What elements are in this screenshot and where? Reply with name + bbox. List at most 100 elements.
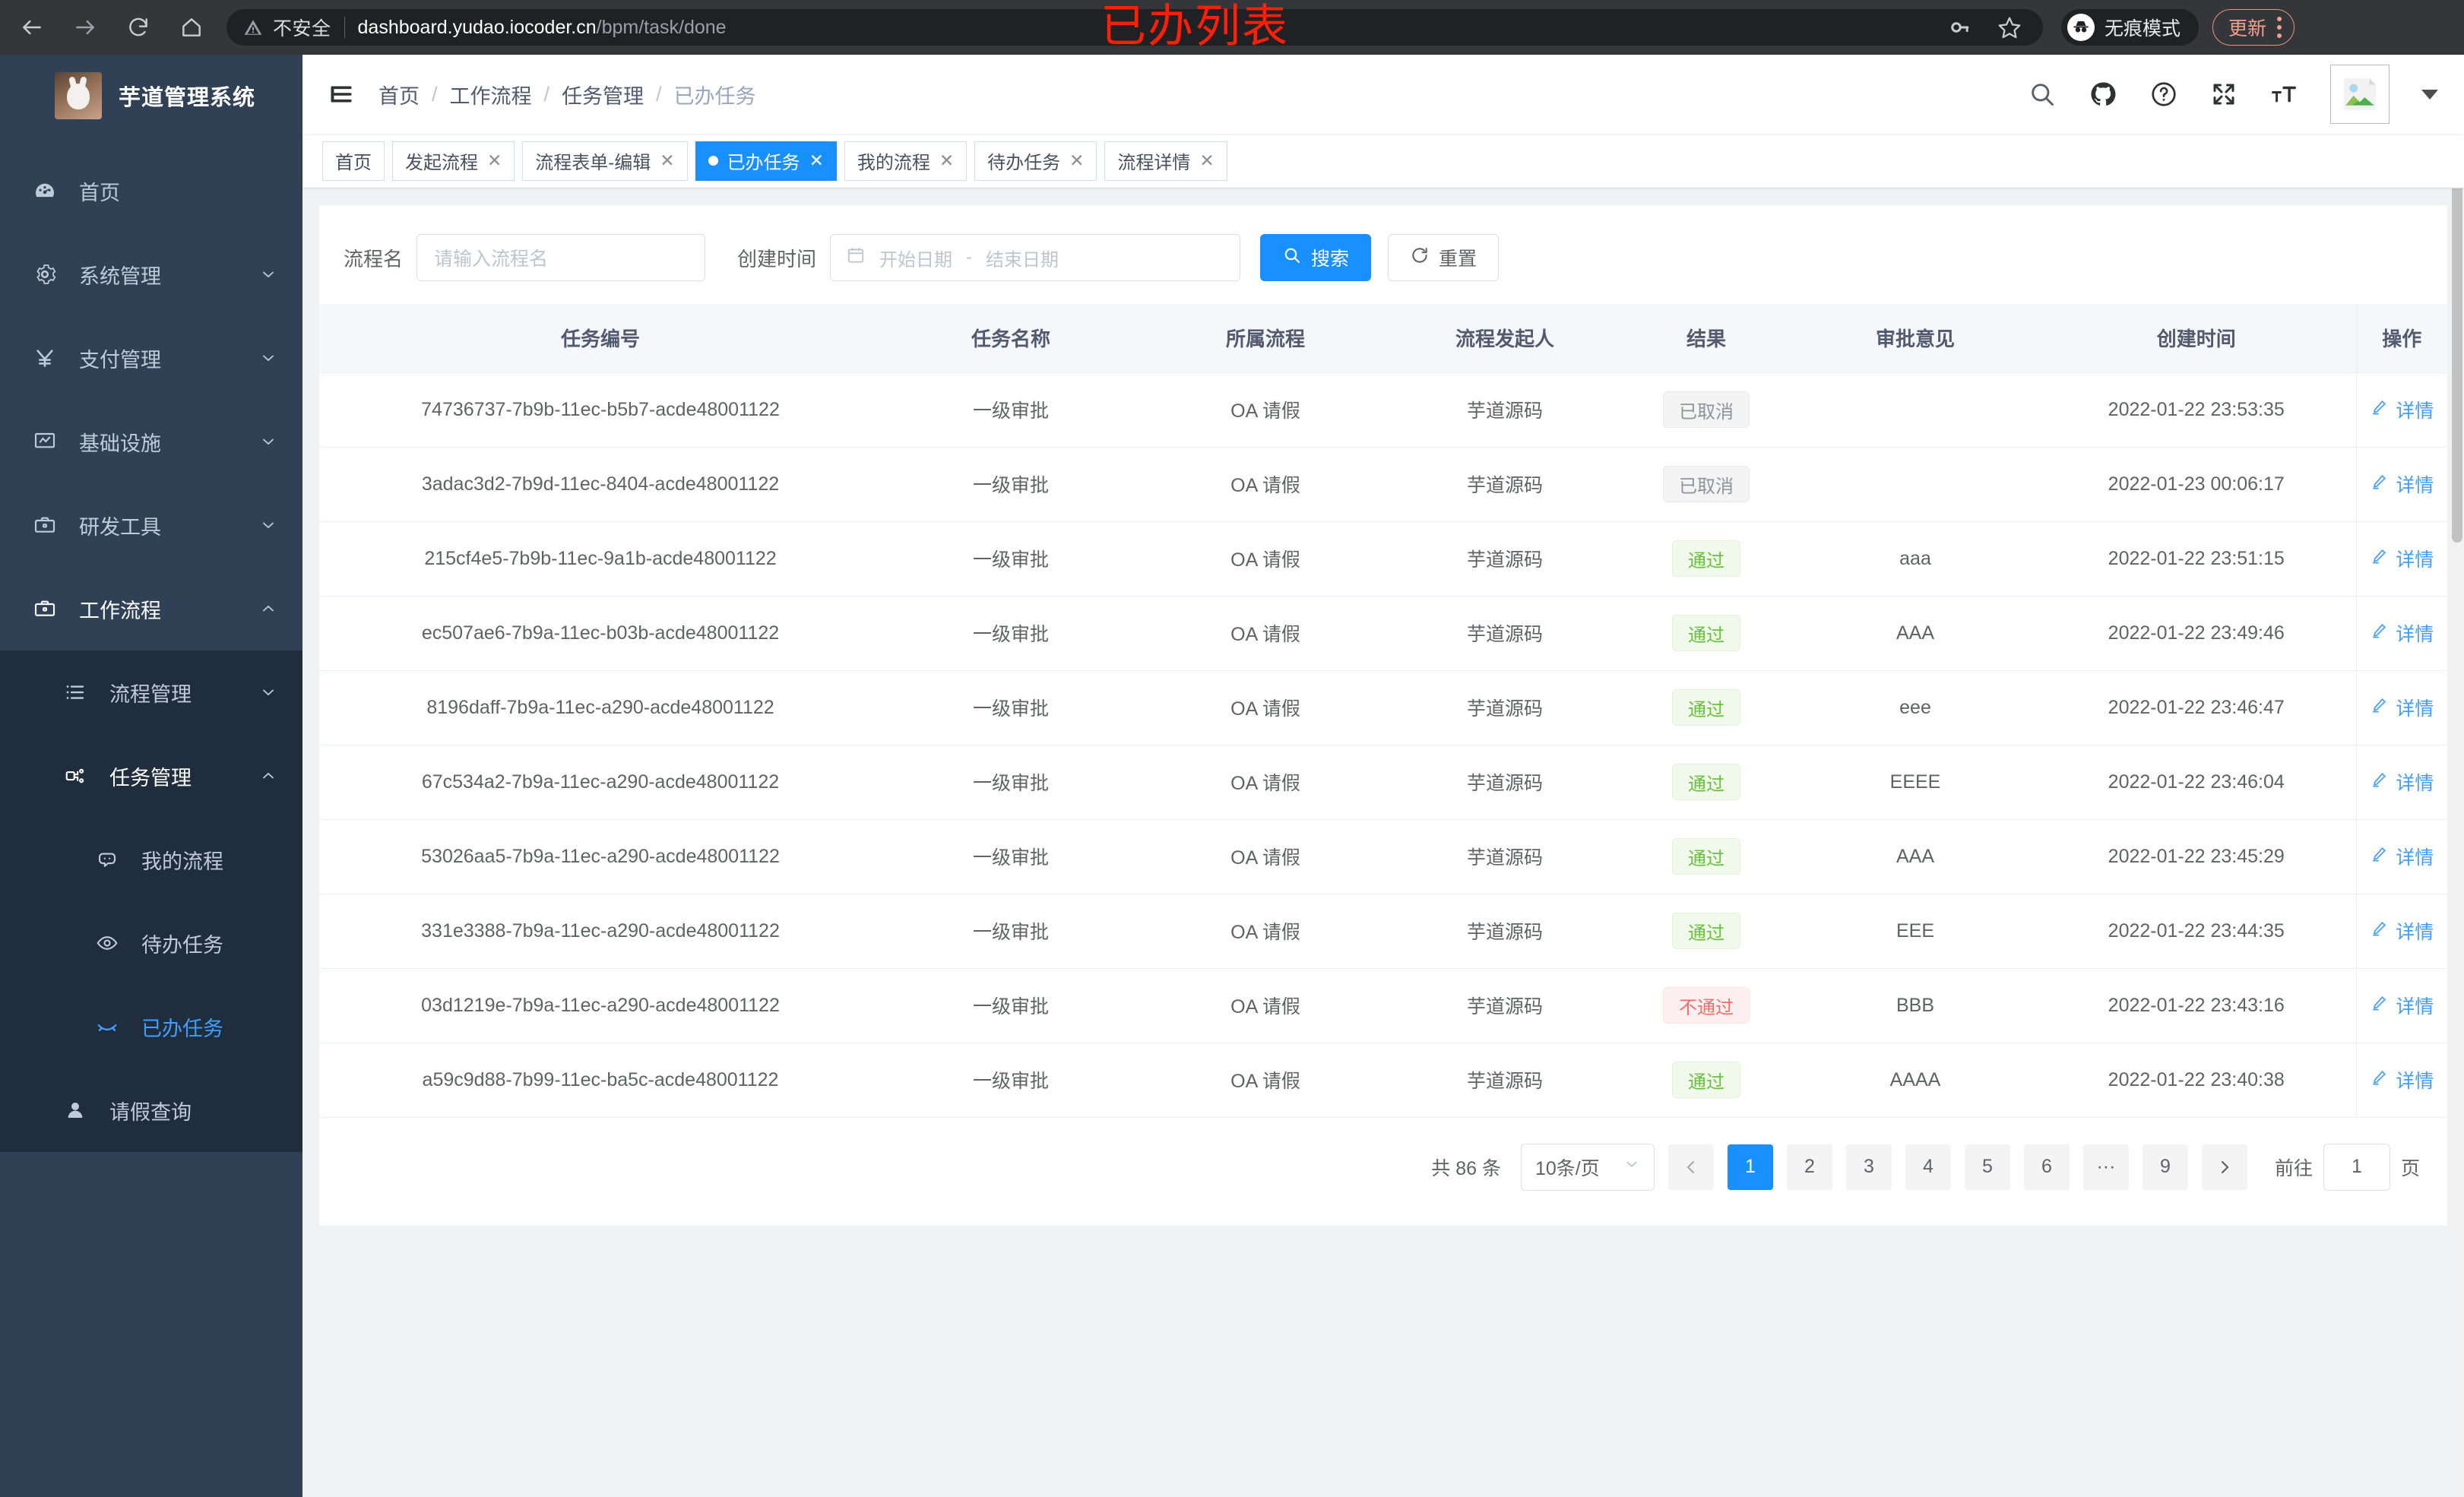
total-count-label: 共 86 条 <box>1431 1157 1501 1179</box>
close-icon[interactable]: ✕ <box>939 150 955 170</box>
key-icon[interactable] <box>1949 16 1972 39</box>
sidebar-item-workflow[interactable]: 工作流程 <box>0 567 302 650</box>
hamburger-icon[interactable] <box>324 77 359 112</box>
github-icon[interactable] <box>2089 80 2117 109</box>
cell-opinion: AAA <box>1794 596 2037 671</box>
breadcrumb-item-home[interactable]: 首页 <box>378 84 420 108</box>
cell-result: 通过 <box>1619 596 1794 671</box>
star-icon[interactable] <box>1997 15 2022 40</box>
kebab-menu-icon[interactable] <box>2277 17 2282 38</box>
tab-process-form-edit[interactable]: 流程表单-编辑 ✕ <box>522 141 688 181</box>
page-button[interactable]: 5 <box>1964 1144 2010 1190</box>
close-icon[interactable]: ✕ <box>487 150 502 170</box>
sidebar-item-infrastructure[interactable]: 基础设施 <box>0 400 302 483</box>
font-size-icon[interactable] <box>2269 80 2298 109</box>
detail-button[interactable]: 详情 <box>2370 694 2434 721</box>
search-icon[interactable] <box>2028 80 2057 109</box>
sidebar-item-label: 请假查询 <box>109 1100 192 1124</box>
search-button[interactable]: 搜索 <box>1260 234 1372 281</box>
tab-start-process[interactable]: 发起流程 ✕ <box>392 141 515 181</box>
sidebar-item-done-task[interactable]: 已办任务 <box>0 985 302 1068</box>
briefcase-icon <box>30 597 59 621</box>
detail-button[interactable]: 详情 <box>2370 768 2434 796</box>
help-circle-icon[interactable] <box>2149 80 2178 109</box>
detail-button[interactable]: 详情 <box>2370 619 2434 647</box>
sidebar-item-todo-task[interactable]: 待办任务 <box>0 901 302 985</box>
detail-button[interactable]: 详情 <box>2370 396 2434 423</box>
sidebar-item-my-process[interactable]: 我的流程 <box>0 818 302 901</box>
address-bar[interactable]: 不安全 dashboard.yudao.iocoder.cn/bpm/task/… <box>226 9 2043 46</box>
breadcrumb-item-task-management[interactable]: 任务管理 <box>562 84 645 108</box>
update-button[interactable]: 更新 <box>2212 9 2295 46</box>
prev-page-button[interactable] <box>1667 1144 1714 1190</box>
cell-created: 2022-01-22 23:45:29 <box>2037 819 2356 894</box>
avatar[interactable] <box>2330 65 2390 124</box>
detail-button[interactable]: 详情 <box>2370 992 2434 1019</box>
close-icon[interactable]: ✕ <box>660 150 675 170</box>
tab-todo-task[interactable]: 待办任务 ✕ <box>974 141 1097 181</box>
sidebar-item-payment[interactable]: 支付管理 <box>0 316 302 400</box>
process-name-input[interactable]: 请输入流程名 <box>416 234 706 281</box>
sidebar-item-process-management[interactable]: 流程管理 <box>0 650 302 734</box>
page-size-select[interactable]: 10条/页 <box>1520 1143 1655 1191</box>
create-time-range-picker[interactable]: 开始日期 - 结束日期 <box>830 234 1241 281</box>
caret-down-icon[interactable] <box>2421 89 2438 100</box>
tab-home[interactable]: 首页 <box>322 141 385 181</box>
detail-button[interactable]: 详情 <box>2370 1066 2434 1093</box>
page-button[interactable]: 2 <box>1786 1144 1832 1190</box>
sidebar-menu: 首页 系统管理 支付管理 <box>0 149 302 1152</box>
browser-right-controls: 无痕模式 更新 <box>2061 9 2295 46</box>
dashboard-icon <box>30 179 59 203</box>
status-badge: 通过 <box>1672 913 1740 949</box>
detail-button[interactable]: 详情 <box>2370 545 2434 572</box>
cell-process: OA 请假 <box>1140 447 1391 522</box>
sidebar-item-system[interactable]: 系统管理 <box>0 233 302 316</box>
cell-created: 2022-01-22 23:51:15 <box>2037 521 2356 597</box>
page-button[interactable]: 4 <box>1905 1144 1951 1190</box>
forward-icon[interactable] <box>70 12 100 43</box>
tab-process-detail[interactable]: 流程详情 ✕ <box>1104 141 1227 181</box>
sidebar-item-task-management[interactable]: 任务管理 <box>0 734 302 818</box>
tab-done-task[interactable]: 已办任务 ✕ <box>695 141 837 181</box>
tab-my-process[interactable]: 我的流程 ✕ <box>844 141 968 181</box>
page-button[interactable]: 6 <box>2023 1144 2070 1190</box>
home-icon[interactable] <box>176 12 207 43</box>
cell-operation: 详情 <box>2355 670 2447 745</box>
insecure-label: 不安全 <box>273 18 331 40</box>
detail-button[interactable]: 详情 <box>2370 917 2434 945</box>
detail-button[interactable]: 详情 <box>2370 843 2434 870</box>
breadcrumb-item-workflow[interactable]: 工作流程 <box>449 84 532 108</box>
sidebar-item-leave-query[interactable]: 请假查询 <box>0 1068 302 1152</box>
sidebar-item-devtools[interactable]: 研发工具 <box>0 483 302 567</box>
status-badge: 通过 <box>1672 764 1740 800</box>
close-icon[interactable]: ✕ <box>1199 150 1215 170</box>
fullscreen-icon[interactable] <box>2210 81 2238 108</box>
cell-opinion: AAAA <box>1794 1043 2037 1118</box>
page-ellipsis[interactable]: ··· <box>2082 1144 2129 1190</box>
cell-initiator: 芋道源码 <box>1391 745 1619 820</box>
page-button[interactable]: 3 <box>1845 1144 1892 1190</box>
incognito-indicator[interactable]: 无痕模式 <box>2061 9 2200 46</box>
monitor-icon <box>30 429 59 454</box>
reset-button[interactable]: 重置 <box>1388 234 1500 281</box>
brand[interactable]: 芋道管理系统 <box>0 55 302 137</box>
reload-icon[interactable] <box>123 12 154 43</box>
node-icon <box>61 764 90 787</box>
cell-task-id: 03d1219e-7b9a-11ec-a290-acde48001122 <box>319 968 882 1043</box>
next-page-button[interactable] <box>2201 1144 2247 1190</box>
detail-button[interactable]: 详情 <box>2370 470 2434 498</box>
process-name-label: 流程名 <box>344 247 404 271</box>
page-button[interactable]: 9 <box>2142 1144 2188 1190</box>
cell-task-name: 一级审批 <box>882 372 1140 448</box>
back-icon[interactable] <box>17 12 47 43</box>
sidebar-item-home[interactable]: 首页 <box>0 149 302 233</box>
edit-icon <box>2370 919 2388 943</box>
goto-page-input[interactable]: 1 <box>2323 1143 2390 1191</box>
close-icon[interactable]: ✕ <box>1069 150 1085 170</box>
eye-icon <box>93 932 122 954</box>
create-time-label: 创建时间 <box>737 247 817 271</box>
tab-label: 流程详情 <box>1117 153 1191 173</box>
close-icon[interactable]: ✕ <box>809 150 824 170</box>
page-button[interactable]: 1 <box>1727 1144 1773 1190</box>
status-badge: 通过 <box>1672 689 1740 726</box>
